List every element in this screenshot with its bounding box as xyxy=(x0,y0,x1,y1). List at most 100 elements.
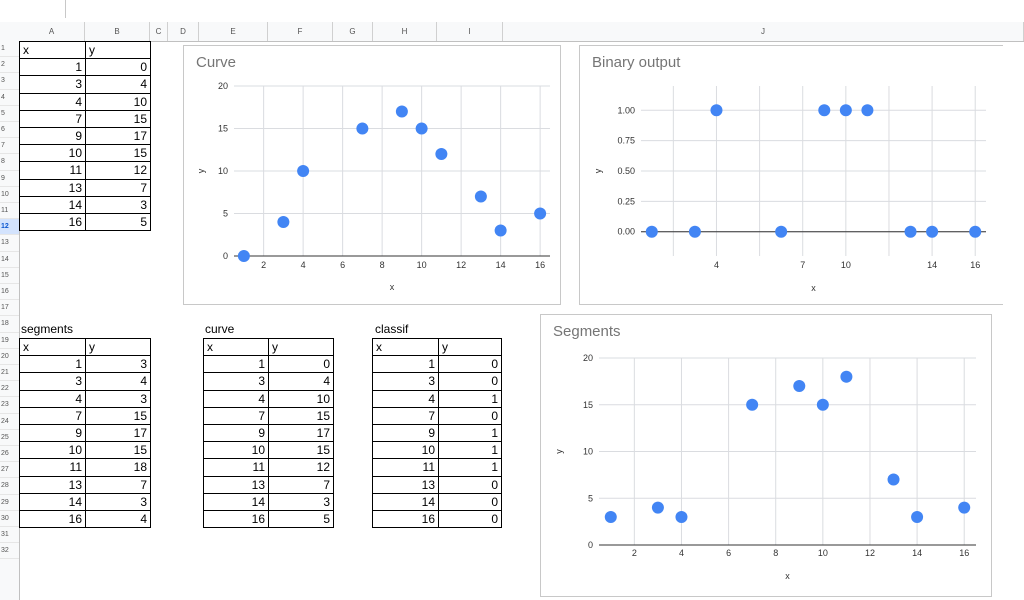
row-header-29[interactable]: 29 xyxy=(0,495,19,511)
column-header-cell[interactable]: y xyxy=(85,337,151,357)
cell[interactable]: 15 xyxy=(268,406,334,425)
formula-bar[interactable] xyxy=(0,0,1024,23)
cell[interactable]: 11 xyxy=(19,458,86,477)
cell[interactable]: 15 xyxy=(268,441,334,460)
row-header-10[interactable]: 10 xyxy=(0,187,19,203)
row-header-19[interactable]: 19 xyxy=(0,333,19,349)
column-header-h[interactable]: H xyxy=(373,22,437,41)
row-header-18[interactable]: 18 xyxy=(0,316,19,333)
row-header-15[interactable]: 15 xyxy=(0,268,19,284)
curve-table[interactable]: x y 1 0 3 4 4 10 7 15 9 17 10 15 11 12 13 7 14 3 16 5 xyxy=(203,337,334,529)
cell[interactable]: 5 xyxy=(268,509,334,529)
row-header-4[interactable]: 4 xyxy=(0,90,19,106)
segments-table[interactable]: x y 1 3 3 4 4 3 7 15 9 17 10 15 11 18 13 7 14 3 16 4 xyxy=(19,337,151,529)
sheet-grid[interactable]: x y 1 0 3 4 4 10 7 15 9 17 10 15 11 12 13 7 14 3 16 5 segment… xyxy=(19,40,1024,600)
cell[interactable]: 4 xyxy=(19,92,86,111)
cell[interactable]: 4 xyxy=(372,389,439,408)
cell[interactable]: 1 xyxy=(438,441,502,460)
cell[interactable]: 0 xyxy=(438,509,502,529)
cell[interactable]: 10 xyxy=(372,441,439,460)
row-header-25[interactable]: 25 xyxy=(0,430,19,446)
column-header-cell[interactable]: y xyxy=(85,40,151,60)
cell[interactable]: 4 xyxy=(203,389,269,408)
row-header-24[interactable]: 24 xyxy=(0,414,19,430)
cell[interactable]: 9 xyxy=(19,423,86,443)
cell[interactable]: 16 xyxy=(19,509,86,529)
curve-chart[interactable]: 2 4 6 8 10 12 14 16 0 5 10 15 20 x y Curve xyxy=(183,45,561,305)
cell[interactable]: 3 xyxy=(19,75,86,94)
cell[interactable]: 7 xyxy=(85,475,151,494)
cell[interactable]: 7 xyxy=(372,406,439,425)
column-header-a[interactable]: A xyxy=(19,22,85,41)
row-header-8[interactable]: 8 xyxy=(0,154,19,171)
row-header-13[interactable]: 13 xyxy=(0,235,19,252)
cell[interactable]: 13 xyxy=(203,475,269,494)
cell[interactable]: 10 xyxy=(19,441,86,460)
column-header-cell[interactable]: x xyxy=(203,337,269,357)
row-header-14[interactable]: 14 xyxy=(0,252,19,268)
cell[interactable]: 13 xyxy=(19,178,86,197)
row-header-7[interactable]: 7 xyxy=(0,138,19,155)
cell[interactable]: 3 xyxy=(268,492,334,511)
cell[interactable]: 0 xyxy=(85,58,151,77)
cell[interactable]: 14 xyxy=(203,492,269,511)
cell[interactable]: 10 xyxy=(203,441,269,460)
cell[interactable]: 5 xyxy=(85,212,151,232)
cell[interactable]: 13 xyxy=(372,475,439,494)
row-header-26[interactable]: 26 xyxy=(0,446,19,463)
row-header-30[interactable]: 30 xyxy=(0,511,19,527)
cell[interactable]: 3 xyxy=(372,372,439,391)
row-header-22[interactable]: 22 xyxy=(0,381,19,398)
cell[interactable]: 3 xyxy=(85,492,151,511)
row-header-27[interactable]: 27 xyxy=(0,462,19,479)
cell[interactable]: 16 xyxy=(203,509,269,529)
cell[interactable]: 4 xyxy=(85,75,151,94)
column-header-cell[interactable]: x xyxy=(19,40,86,60)
binary-output-chart[interactable]: 4 7 10 14 16 0.00 0.25 0.50 0.75 1.00 x y Binary ou… xyxy=(579,45,1003,305)
row-header-32[interactable]: 32 xyxy=(0,543,19,560)
cell[interactable]: 10 xyxy=(19,144,86,163)
cell[interactable]: 13 xyxy=(19,475,86,494)
row-header-21[interactable]: 21 xyxy=(0,365,19,382)
cell[interactable]: 7 xyxy=(19,109,86,128)
cell[interactable]: 0 xyxy=(438,475,502,494)
cell[interactable]: 12 xyxy=(85,161,151,180)
cell[interactable]: 4 xyxy=(85,372,151,391)
cell[interactable]: 17 xyxy=(85,126,151,146)
cell[interactable]: 10 xyxy=(85,92,151,111)
row-header-16[interactable]: 16 xyxy=(0,284,19,301)
row-header-2[interactable]: 2 xyxy=(0,57,19,74)
cell[interactable]: 1 xyxy=(438,389,502,408)
row-header-23[interactable]: 23 xyxy=(0,397,19,414)
row-header-28[interactable]: 28 xyxy=(0,478,19,495)
column-header-d[interactable]: D xyxy=(168,22,199,41)
cell[interactable]: 14 xyxy=(372,492,439,511)
column-header-g[interactable]: G xyxy=(333,22,373,41)
column-header-i[interactable]: I xyxy=(437,22,503,41)
row-header-31[interactable]: 31 xyxy=(0,527,19,544)
cell[interactable]: 1 xyxy=(19,58,86,77)
cell[interactable]: 11 xyxy=(203,458,269,477)
row-header-17[interactable]: 17 xyxy=(0,300,19,317)
cell[interactable]: 3 xyxy=(85,389,151,408)
cell[interactable]: 7 xyxy=(85,178,151,197)
cell[interactable]: 17 xyxy=(85,423,151,443)
column-header-b[interactable]: B xyxy=(85,22,150,41)
row-header-11[interactable]: 11 xyxy=(0,203,19,220)
cell[interactable]: 0 xyxy=(268,355,334,374)
cell[interactable]: 18 xyxy=(85,458,151,477)
row-header-20[interactable]: 20 xyxy=(0,349,19,365)
cell[interactable]: 14 xyxy=(19,195,86,214)
cell[interactable]: 7 xyxy=(19,406,86,425)
column-header-e[interactable]: E xyxy=(199,22,268,41)
cell[interactable]: 11 xyxy=(372,458,439,477)
cell[interactable]: 4 xyxy=(268,372,334,391)
cell[interactable]: 3 xyxy=(85,355,151,374)
cell[interactable]: 16 xyxy=(19,212,86,232)
cell[interactable]: 0 xyxy=(438,492,502,511)
column-header-cell[interactable]: y xyxy=(438,337,502,357)
column-header-cell[interactable]: y xyxy=(268,337,334,357)
cell[interactable]: 15 xyxy=(85,144,151,163)
cell[interactable]: 1 xyxy=(203,355,269,374)
row-header-12[interactable]: 12 xyxy=(0,219,19,236)
